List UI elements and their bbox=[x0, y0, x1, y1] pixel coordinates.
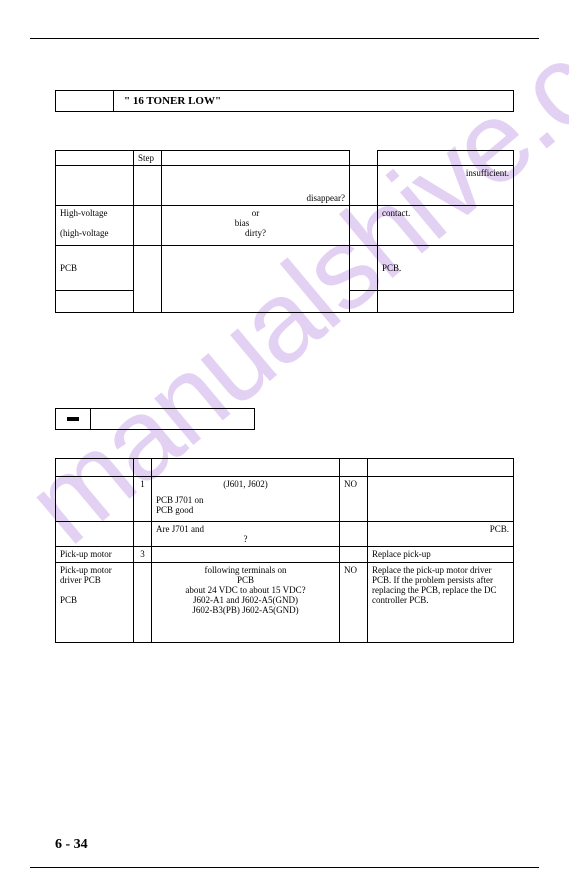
t2-r4-result: NO bbox=[340, 563, 368, 643]
t2-r1-result: NO bbox=[340, 477, 368, 522]
title-text: " 16 TONER LOW" bbox=[114, 91, 513, 111]
t2-r3-step: 3 bbox=[134, 547, 152, 563]
t2-r4-check: following terminals on PCB about 24 VDC … bbox=[152, 563, 340, 643]
title-left-cell bbox=[56, 91, 114, 111]
page-bottom-rule bbox=[30, 867, 539, 868]
t1-disappear: disappear? bbox=[162, 166, 350, 206]
t1-insufficient: insufficient. bbox=[378, 166, 514, 206]
t1-step-header: Step bbox=[134, 151, 162, 166]
t2-r3-cause: Pick-up motor bbox=[56, 547, 134, 563]
t2-r4-cause: Pick-up motordriver PCBPCB bbox=[56, 563, 134, 643]
t2-r3-action: Replace pick-up bbox=[368, 547, 514, 563]
page-number: 6 - 34 bbox=[55, 837, 88, 853]
troubleshoot-table-2: 1 (J601, J602) PCB J701 on PCB good NO A… bbox=[55, 458, 514, 643]
t1-r2-cause: High-voltage(high-voltage bbox=[56, 206, 134, 246]
t1-r2-action: contact. bbox=[378, 206, 514, 246]
t1-r3-action: PCB. bbox=[378, 246, 514, 291]
separator-box bbox=[55, 408, 255, 430]
page-top-rule bbox=[30, 38, 539, 39]
t2-r1-check: (J601, J602) PCB J701 on PCB good bbox=[152, 477, 340, 522]
title-box: " 16 TONER LOW" bbox=[55, 90, 514, 112]
separator-left bbox=[56, 409, 91, 429]
t2-r2-check: Are J701 and? bbox=[152, 522, 340, 547]
page-content: " 16 TONER LOW" Step disappear? insuffic… bbox=[55, 90, 514, 643]
dash-icon bbox=[67, 417, 79, 421]
t1-r3-cause: PCB bbox=[56, 246, 134, 291]
t2-r1-step: 1 bbox=[134, 477, 152, 522]
t2-r4-action: Replace the pick-up motor driver PCB. If… bbox=[368, 563, 514, 643]
t2-r2-action: PCB. bbox=[368, 522, 514, 547]
t1-r2-check: orbias dirty? bbox=[162, 206, 350, 246]
troubleshoot-table-1: Step disappear? insufficient. High-volta… bbox=[55, 150, 514, 313]
